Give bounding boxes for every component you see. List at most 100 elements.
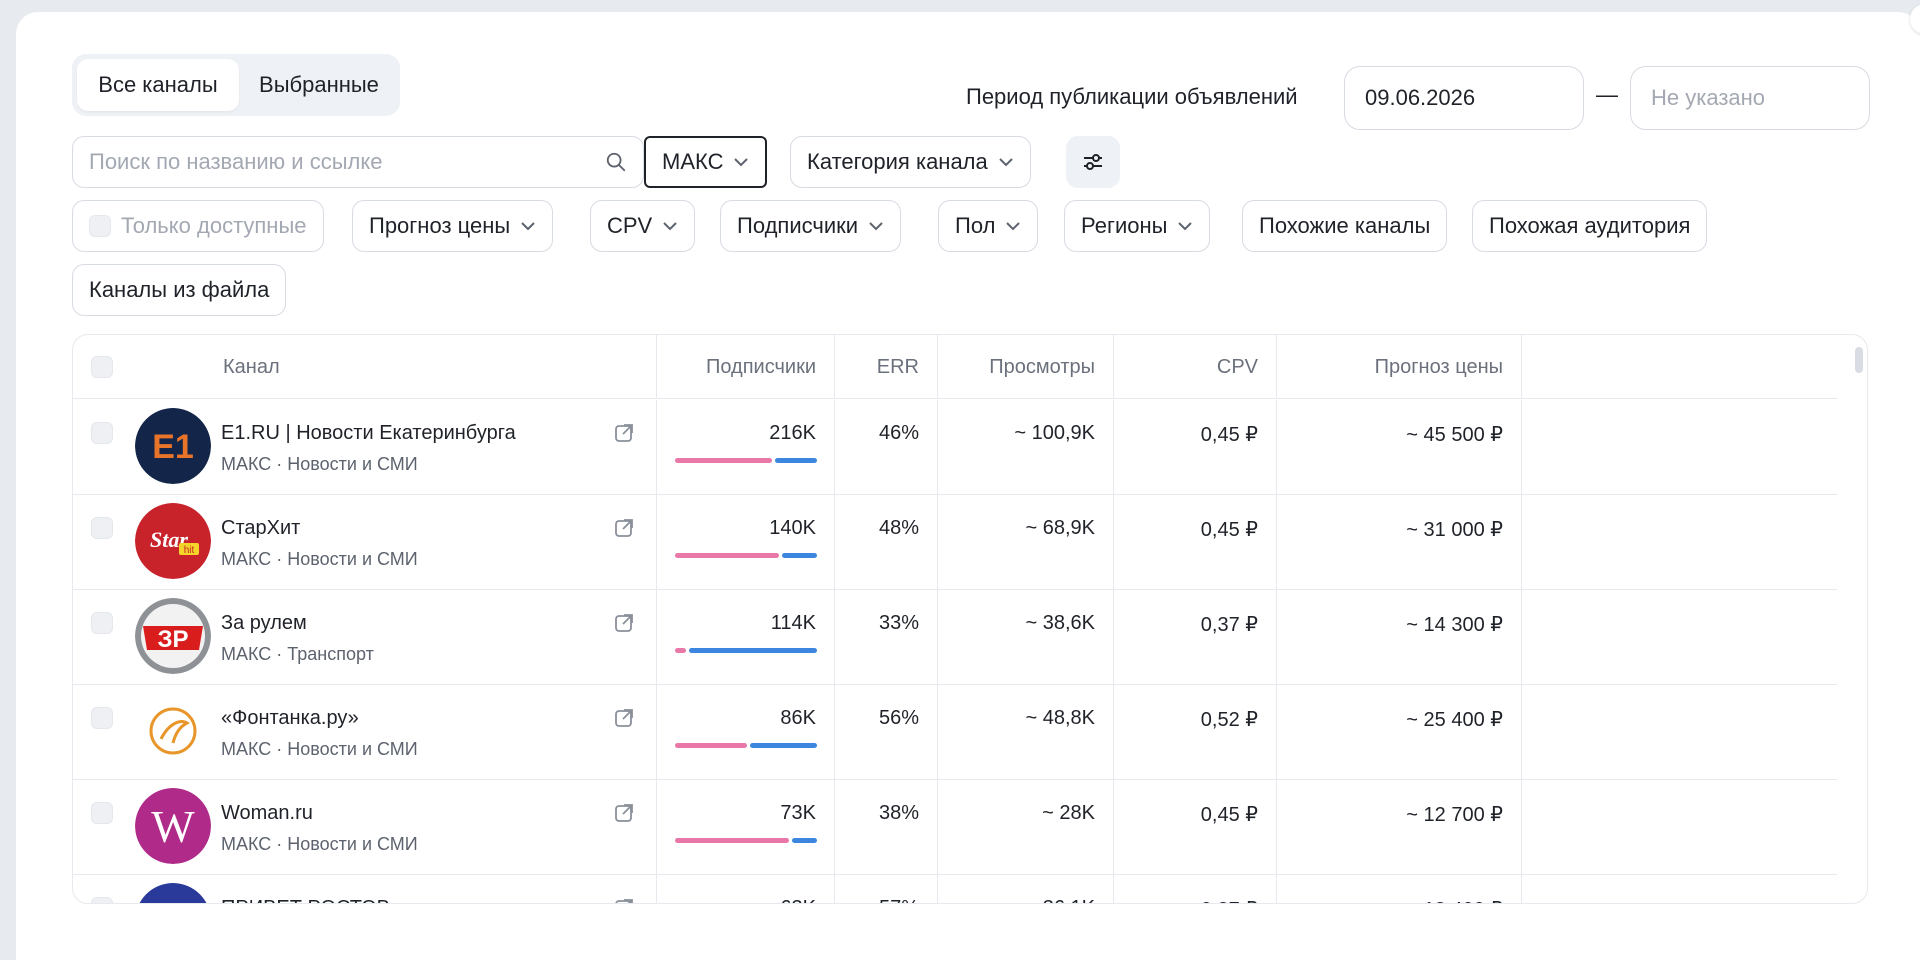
channel-meta: МАКС · Новости и СМИ xyxy=(221,739,418,759)
similar-audience-filter[interactable]: Похожая аудитория xyxy=(1472,200,1708,252)
channel-name[interactable]: СтарХит xyxy=(221,517,301,539)
col-empty xyxy=(1522,335,1837,399)
table-row[interactable]: ПРИВЕТ РОСТОВ 63K 57% ~ 36,1K 0,37 ₽ ~ 13 400… xyxy=(73,875,1837,904)
external-link-icon[interactable] xyxy=(613,897,635,904)
svg-text:hit: hit xyxy=(184,545,195,556)
channels-from-file-filter[interactable]: Каналы из файла xyxy=(72,264,287,316)
price-cell: ~ 25 400 ₽ xyxy=(1277,685,1522,780)
err-value: 48% xyxy=(878,517,919,539)
only-available-filter[interactable]: Только доступные xyxy=(72,200,324,252)
gender-bar-female xyxy=(675,648,686,653)
err-value: 56% xyxy=(878,707,919,729)
table-header: Канал Подписчики ERR Просмотры CPV Прогн… xyxy=(73,335,1837,399)
row-checkbox[interactable] xyxy=(91,517,113,539)
chevron-down-icon xyxy=(663,222,677,231)
category-filter[interactable]: Категория канала xyxy=(790,136,1031,188)
close-icon[interactable]: ✕ xyxy=(1910,4,1920,34)
cpv-value: 0,37 ₽ xyxy=(1200,614,1258,636)
channels-table: Канал Подписчики ERR Просмотры CPV Прогн… xyxy=(72,334,1868,904)
cpv-value: 0,45 ₽ xyxy=(1200,804,1258,826)
row-checkbox[interactable] xyxy=(91,802,113,824)
price-value: ~ 25 400 ₽ xyxy=(1406,709,1503,731)
channel-meta: МАКС · Транспорт xyxy=(221,644,374,664)
col-cpv[interactable]: CPV xyxy=(1114,335,1277,399)
tab-selected[interactable]: Выбранные xyxy=(259,72,379,97)
row-checkbox[interactable] xyxy=(91,422,113,444)
category-filter-label: Категория канала xyxy=(807,149,988,174)
channel-name[interactable]: «Фонтанка.ру» xyxy=(221,707,359,729)
platform-filter[interactable]: МАКС xyxy=(644,136,768,188)
channel-avatar: E1 xyxy=(135,408,211,484)
external-link-icon[interactable] xyxy=(613,612,635,634)
col-channel-label: Канал xyxy=(223,355,280,378)
subscribers-value: 63K xyxy=(780,897,816,903)
cpv-value: 0,45 ₽ xyxy=(1200,424,1258,446)
table-row[interactable]: Star hit СтарХит МАКС · Новости и СМИ 140K 48… xyxy=(73,495,1837,590)
row-checkbox[interactable] xyxy=(91,707,113,729)
regions-filter[interactable]: Регионы xyxy=(1064,200,1211,252)
only-available-checkbox[interactable] xyxy=(89,215,111,237)
views-cell: ~ 48,8K xyxy=(938,685,1114,780)
col-subscribers[interactable]: Подписчики xyxy=(657,335,835,399)
sliders-icon xyxy=(1084,154,1102,170)
filter-settings-button[interactable] xyxy=(1066,136,1120,188)
similar-audience-label: Похожая аудитория xyxy=(1489,213,1691,238)
col-views[interactable]: Просмотры xyxy=(938,335,1114,399)
row-checkbox[interactable] xyxy=(91,897,113,903)
table-body: E1 E1.RU | Новости Екатеринбурга МАКС · Но… xyxy=(73,400,1837,904)
similar-channels-filter[interactable]: Похожие каналы xyxy=(1242,200,1448,252)
channel-name[interactable]: ПРИВЕТ РОСТОВ xyxy=(221,897,390,903)
price-forecast-filter[interactable]: Прогноз цены xyxy=(352,200,554,252)
search-input[interactable] xyxy=(89,149,605,175)
views-value: ~ 36,1K xyxy=(1025,897,1095,903)
channel-avatar xyxy=(135,883,211,903)
external-link-icon[interactable] xyxy=(613,707,635,729)
price-value: ~ 31 000 ₽ xyxy=(1406,519,1503,541)
subscribers-value: 140K xyxy=(769,517,816,539)
regions-filter-label: Регионы xyxy=(1081,213,1168,238)
table-row[interactable]: ЗР За рулем МАКС · Транспорт 114K 33% ~ 38,6K… xyxy=(73,590,1837,685)
external-link-icon[interactable] xyxy=(613,802,635,824)
col-err[interactable]: ERR xyxy=(835,335,938,399)
gender-bar-male xyxy=(782,553,817,558)
only-available-label: Только доступные xyxy=(121,213,307,238)
err-cell: 33% xyxy=(835,590,938,685)
tab-all-channels[interactable]: Все каналы xyxy=(77,59,239,111)
channel-avatar: ЗР xyxy=(135,598,211,674)
table-scrollbar[interactable] xyxy=(1855,347,1863,903)
cpv-filter[interactable]: CPV xyxy=(590,200,696,252)
svg-text:W: W xyxy=(151,801,195,852)
date-to-input[interactable]: Не указано xyxy=(1630,66,1870,130)
cpv-cell: 0,52 ₽ xyxy=(1114,685,1277,780)
views-value: ~ 28K xyxy=(1042,802,1095,824)
gender-bar xyxy=(675,648,817,653)
gender-bar xyxy=(675,553,817,558)
gender-bar-female xyxy=(675,458,772,463)
table-row[interactable]: W Woman.ru МАКС · Новости и СМИ 73K 38% ~ 28K… xyxy=(73,780,1837,875)
channel-avatar xyxy=(135,693,211,769)
gender-bar xyxy=(675,743,817,748)
channel-cell: ЗР За рулем МАКС · Транспорт xyxy=(73,590,657,685)
select-all-checkbox[interactable] xyxy=(91,356,113,378)
row-checkbox[interactable] xyxy=(91,612,113,634)
err-cell: 48% xyxy=(835,495,938,590)
channel-picker-modal: ✕ Все каналы Выбранные Период публикации… xyxy=(16,4,1920,960)
date-from-input[interactable]: 09.06.2026 xyxy=(1344,66,1584,130)
table-row[interactable]: E1 E1.RU | Новости Екатеринбурга МАКС · Но… xyxy=(73,400,1837,495)
channel-name[interactable]: Woman.ru xyxy=(221,802,313,824)
channel-name[interactable]: E1.RU | Новости Екатеринбурга xyxy=(221,422,516,444)
cpv-filter-label: CPV xyxy=(607,213,653,238)
subscribers-filter[interactable]: Подписчики xyxy=(720,200,902,252)
external-link-icon[interactable] xyxy=(613,422,635,444)
gender-filter[interactable]: Пол xyxy=(938,200,1039,252)
cpv-cell: 0,37 ₽ xyxy=(1114,875,1277,903)
table-row[interactable]: «Фонтанка.ру» МАКС · Новости и СМИ 86K 56% ~… xyxy=(73,685,1837,780)
col-price[interactable]: Прогноз цены xyxy=(1277,335,1522,399)
subscribers-cell: 63K xyxy=(657,875,835,903)
scroll-thumb[interactable] xyxy=(1855,347,1863,373)
err-cell: 38% xyxy=(835,780,938,875)
subscribers-cell: 86K xyxy=(657,685,835,780)
search-icon[interactable] xyxy=(605,151,627,173)
channel-name[interactable]: За рулем xyxy=(221,612,307,634)
external-link-icon[interactable] xyxy=(613,517,635,539)
